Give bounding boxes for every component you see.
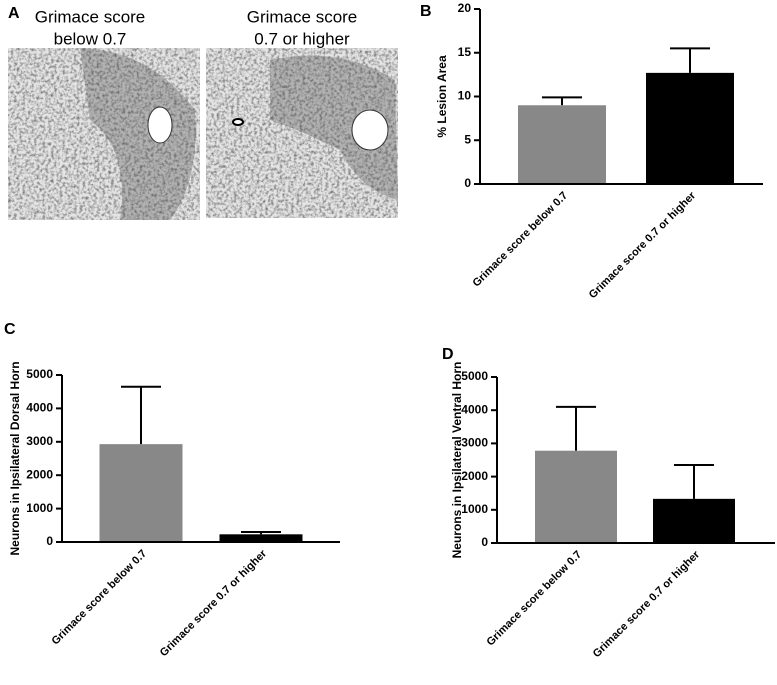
- x-tick-label: Grimace score 0.7 or higher: [158, 547, 270, 659]
- y-tick-label: 20: [458, 1, 472, 15]
- y-tick-label: 5000: [461, 369, 488, 383]
- y-tick-label: 3000: [461, 436, 488, 450]
- panel-label: A: [8, 5, 20, 22]
- y-tick-label: 10: [458, 89, 472, 103]
- x-tick-label: Grimace score below 0.7: [470, 190, 570, 290]
- x-tick-label: Grimace score 0.7 or higher: [587, 189, 699, 301]
- y-axis-label: Neurons in Ipsilateral Ventral Horn: [450, 362, 464, 559]
- x-tick-label: Grimace score below 0.7: [484, 549, 584, 649]
- image-title: Grimace score: [247, 7, 358, 26]
- micrograph: [8, 48, 200, 220]
- y-tick-label: 2000: [461, 469, 488, 483]
- y-tick-label: 1000: [26, 501, 53, 515]
- y-tick-label: 3000: [26, 434, 53, 448]
- y-tick-label: 15: [458, 45, 472, 59]
- image-title: Grimace score: [35, 7, 146, 26]
- y-tick-label: 2000: [26, 467, 53, 481]
- y-tick-label: 1000: [461, 502, 488, 516]
- y-axis-label: % Lesion Area: [435, 55, 449, 138]
- bar: [653, 498, 735, 543]
- y-tick-label: 4000: [26, 401, 53, 415]
- bar: [219, 534, 303, 542]
- panel-label: D: [442, 346, 454, 363]
- y-axis-label: Neurons in Ipsilateral Dorsal Horn: [8, 361, 22, 555]
- panel-label: B: [420, 3, 432, 20]
- bar: [518, 105, 606, 184]
- bar: [646, 72, 734, 184]
- image-title: below 0.7: [54, 29, 127, 48]
- y-tick-label: 0: [481, 535, 488, 549]
- image-title: 0.7 or higher: [254, 29, 350, 48]
- micrograph: [206, 48, 398, 218]
- panel-label: C: [4, 321, 16, 338]
- x-tick-label: Grimace score 0.7 or higher: [591, 548, 703, 660]
- y-tick-label: 4000: [461, 402, 488, 416]
- x-tick-label: Grimace score below 0.7: [49, 548, 149, 648]
- bar: [535, 450, 617, 543]
- y-tick-label: 0: [464, 176, 471, 190]
- bar: [99, 444, 183, 542]
- y-tick-label: 5: [464, 132, 471, 146]
- y-tick-label: 5000: [26, 367, 53, 381]
- y-tick-label: 0: [46, 534, 53, 548]
